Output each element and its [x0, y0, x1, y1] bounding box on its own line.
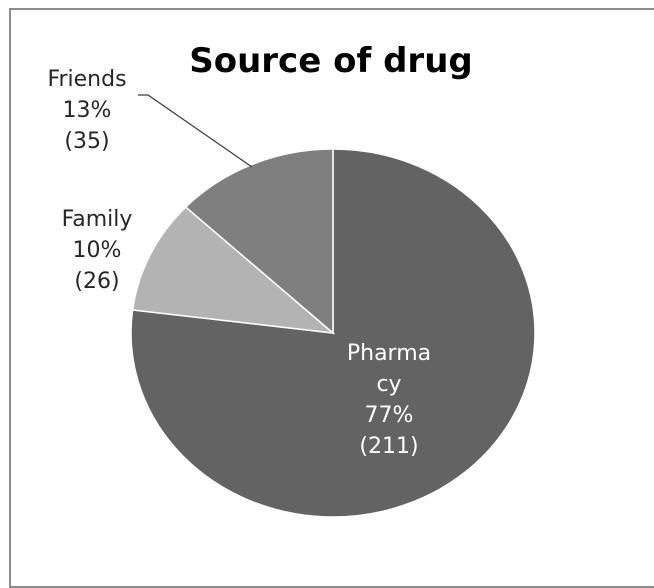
slice-label-line: 10% [73, 238, 122, 263]
slice-label-line: Pharma [347, 341, 431, 366]
slice-label-line: Family [62, 207, 133, 232]
slice-label-line: (26) [74, 269, 119, 294]
slice-label-line: 77% [365, 403, 414, 428]
pie-slice-friends [184, 148, 334, 335]
slice-label-line: (35) [64, 129, 109, 154]
slice-label-family: Family 10% (26) [62, 207, 133, 294]
pie-slice-family [131, 206, 336, 335]
leader-line-friends [138, 94, 253, 168]
pie-slices [130, 148, 536, 518]
leader-lines [138, 94, 253, 168]
slice-label-line: 13% [63, 98, 112, 123]
slice-label-pharmacy: Pharma cy 77% (211) [347, 341, 431, 459]
chart-title: Source of drug [189, 41, 473, 81]
slice-label-friends: Friends 13% (35) [47, 67, 126, 154]
slice-label-line: Friends [47, 67, 126, 92]
slice-labels: Pharma cy 77% (211) Family 10% (26) Friends 13% (… [47, 67, 431, 459]
slice-label-line: (211) [359, 434, 418, 459]
slice-label-line: cy [376, 372, 401, 397]
